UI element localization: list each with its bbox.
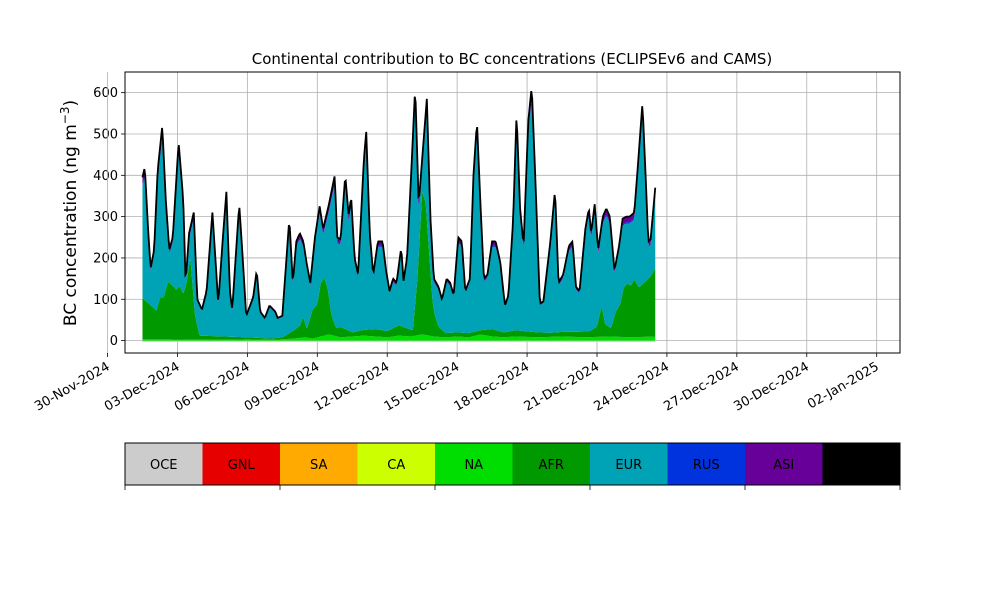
y-tick-label: 500	[93, 127, 118, 142]
x-tick-label: 03-Dec-2024	[102, 359, 182, 414]
legend-label-rus: RUS	[693, 458, 720, 473]
x-tick-label: 12-Dec-2024	[312, 359, 392, 414]
legend-swatch-sa	[280, 443, 358, 485]
y-tick-label: 200	[93, 251, 118, 266]
y-tick-label: 0	[110, 334, 118, 349]
na-area	[142, 334, 656, 341]
legend-label-gnl: GNL	[228, 458, 256, 473]
x-tick-label: 30-Nov-2024	[32, 359, 112, 414]
chart-title: Continental contribution to BC concentra…	[252, 50, 773, 68]
plot-frame	[124, 71, 901, 354]
x-tick-label: 27-Dec-2024	[661, 359, 741, 414]
legend-label-asi: ASI	[773, 458, 794, 473]
x-tick-label: 30-Dec-2024	[731, 359, 811, 414]
legend-label-oce: OCE	[150, 458, 178, 473]
legend-label-afr: AFR	[539, 458, 564, 473]
legend-swatch-gnl	[202, 443, 280, 485]
legend-swatch-na	[435, 443, 513, 485]
legend-label-sa: SA	[310, 458, 327, 473]
y-tick-label: 300	[93, 210, 118, 225]
legend-swatch-ca	[357, 443, 435, 485]
legend-swatch-aus	[822, 443, 900, 485]
x-tick-label: 09-Dec-2024	[242, 359, 322, 414]
y-tick-label: 400	[93, 169, 118, 184]
legend-swatch-afr	[512, 443, 590, 485]
legend-frame	[124, 442, 901, 486]
x-tick-label: 02-Jan-2025	[805, 359, 882, 412]
legend-swatch-rus	[667, 443, 745, 485]
y-tick-label: 600	[93, 86, 118, 101]
legend-label-aus: AUS	[848, 458, 875, 473]
legend-label-eur: EUR	[615, 458, 642, 473]
afr-area	[142, 191, 656, 340]
plot-area	[124, 71, 901, 354]
oce-area	[142, 340, 656, 342]
legend-label-na: NA	[464, 458, 483, 473]
legend-colorbar: OCE GNL SA CA NA AFR EUR RUS ASI AUS	[124, 442, 901, 490]
legend-swatch-oce	[125, 443, 203, 485]
y-axis-label: BC concentration (ng m−3)	[58, 100, 81, 326]
x-tick-label: 24-Dec-2024	[592, 359, 672, 414]
legend-label-ca: CA	[387, 458, 405, 473]
x-tick-label: 18-Dec-2024	[452, 359, 532, 414]
x-tick-label: 21-Dec-2024	[522, 359, 602, 414]
x-tick-label: 15-Dec-2024	[382, 359, 462, 414]
legend-swatch-asi	[745, 443, 823, 485]
total-line	[141, 91, 657, 320]
x-tick-label: 06-Dec-2024	[172, 359, 252, 414]
y-tick-label: 100	[93, 293, 118, 308]
legend-swatch-eur	[590, 443, 668, 485]
eur-area	[142, 104, 656, 339]
